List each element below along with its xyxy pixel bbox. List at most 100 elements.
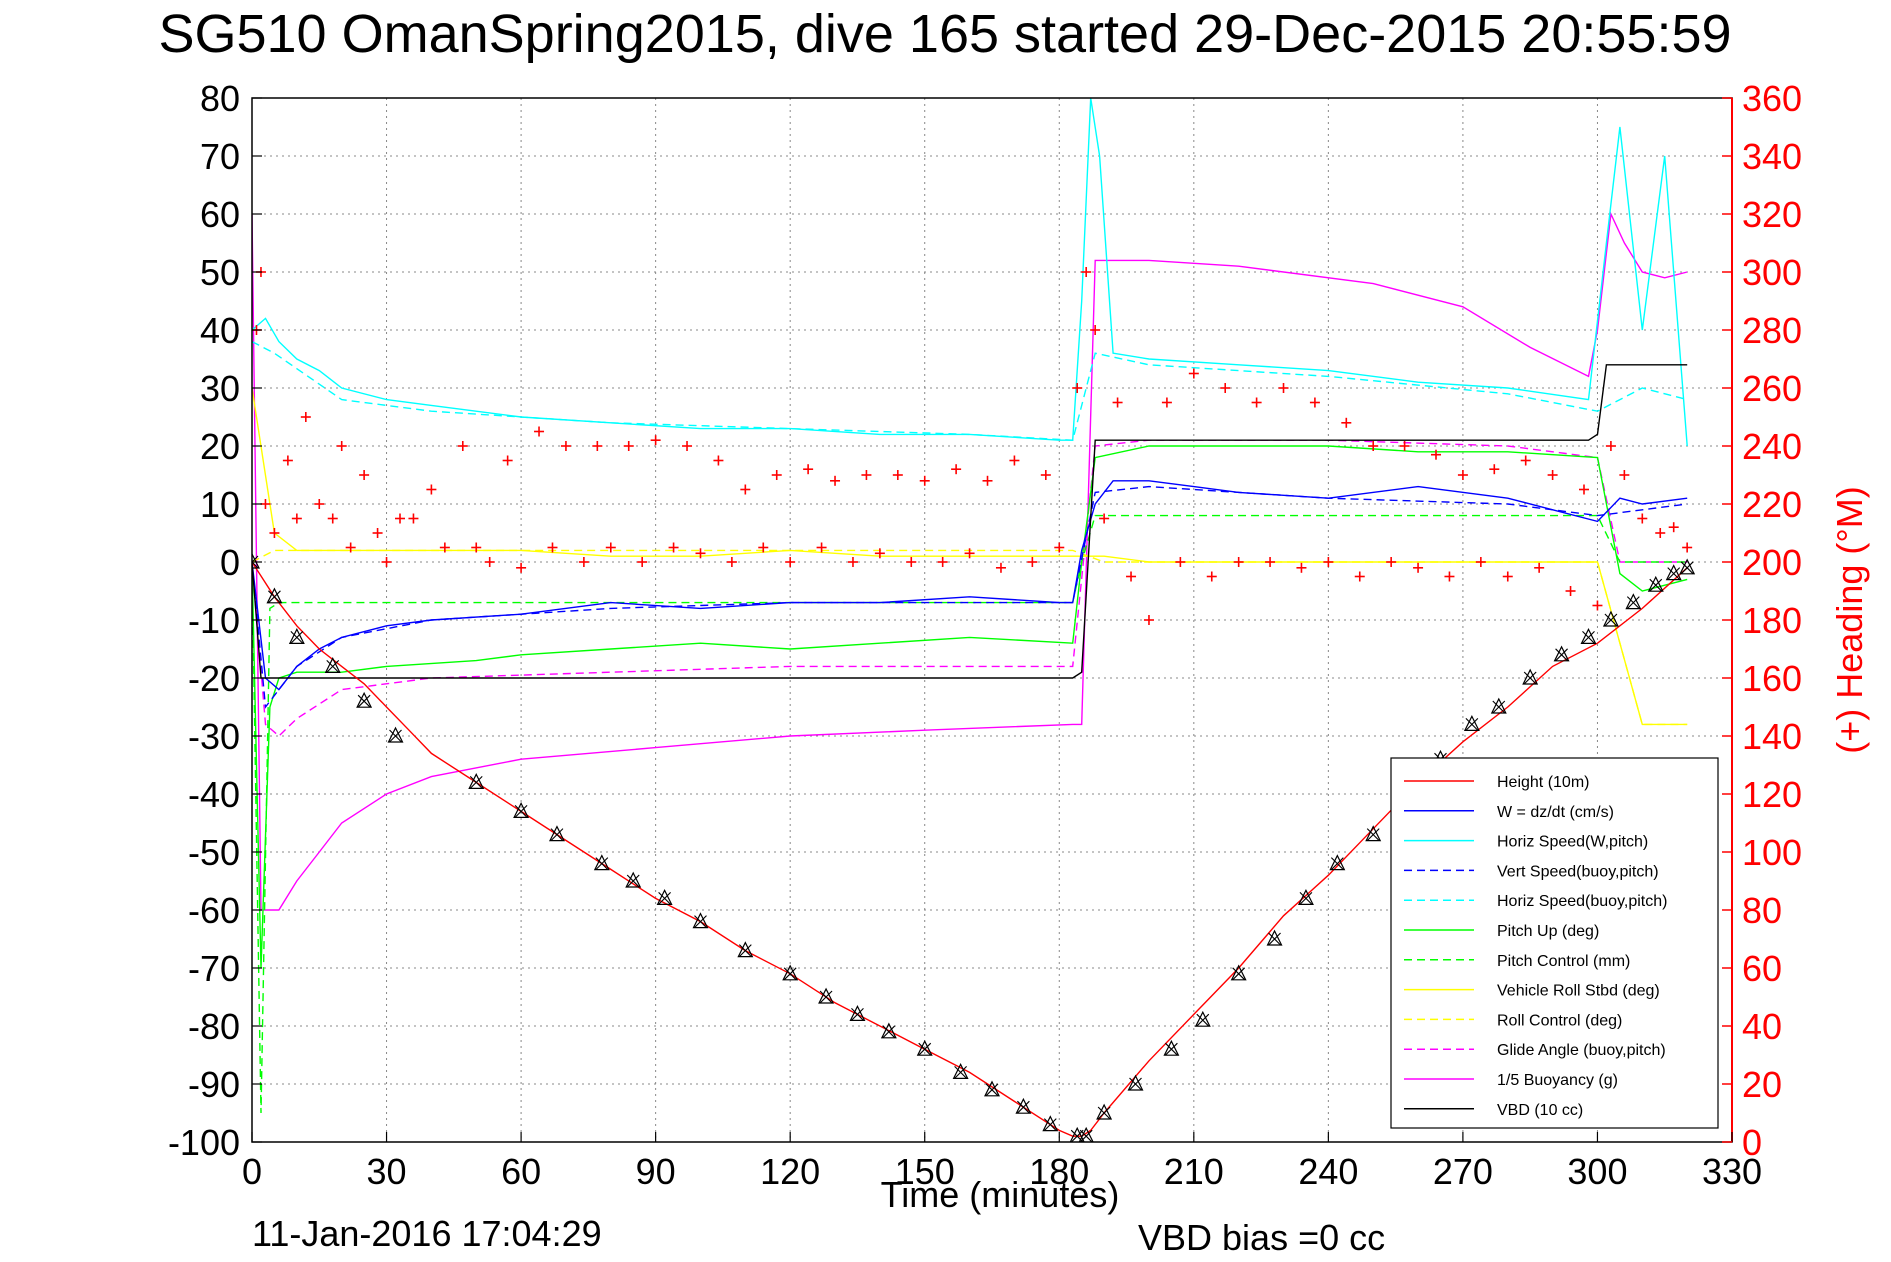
heading-marker [713,455,724,466]
heading-marker [1090,325,1101,335]
y2-tick-label: 40 [1742,1006,1782,1047]
legend-label: Pitch Control (mm) [1497,953,1630,970]
heading-marker [1368,441,1379,451]
heading-marker [682,441,693,451]
heading-marker [785,557,796,567]
heading-marker [637,557,648,567]
heading-marker [578,557,589,567]
heading-marker [408,513,419,524]
heading-marker [1206,571,1217,582]
y2-axis-ticks: 3603403203002802602402202001801601401201… [1722,78,1802,1163]
heading-marker [395,513,405,524]
y2-tick-label: 220 [1742,484,1802,525]
y-tick-label: -10 [188,600,240,641]
y-tick-label: 60 [200,194,240,235]
heading-marker [1637,513,1648,524]
y-tick-label: 80 [200,78,240,119]
legend-entry: Pitch Up (deg) [1404,923,1599,940]
legend-label: Horiz Speed(buoy,pitch) [1497,893,1667,910]
height-marker [1163,1039,1180,1056]
heading-marker [1386,557,1397,567]
x-tick-label: 30 [367,1151,407,1192]
y2-tick-label: 0 [1742,1122,1762,1163]
footer-vbd-bias: VBD bias =0 cc [1138,1217,1385,1258]
height-marker [468,773,485,790]
height-marker [1365,825,1382,842]
heading-marker [668,542,679,553]
heading-marker [1188,368,1199,379]
heading-marker [919,475,930,486]
heading-marker [1668,522,1679,533]
heading-marker [1054,542,1065,553]
heading-marker [291,513,302,524]
heading-marker [484,557,495,567]
y2-tick-label: 360 [1742,78,1802,119]
y-axis-ticks: 80 70 60 50 40 30 20 10 0 -10 -20 -30 -40 -50 -60 -70 -8… [168,78,262,1163]
y-tick-label: -50 [188,832,240,873]
x-tick-label: 120 [760,1151,820,1192]
heading-marker [771,470,782,480]
height-marker [1230,964,1247,981]
heading-marker [1475,557,1486,567]
heading-marker [502,455,513,466]
heading-marker [1431,449,1441,460]
legend-label: Roll Control (deg) [1497,1012,1622,1029]
heading-marker [260,499,271,509]
height-marker [1463,715,1480,732]
heading-marker [1161,397,1172,408]
height-marker [1329,854,1346,871]
height-marker [656,889,673,906]
y2-tick-label: 160 [1742,658,1802,699]
y-tick-label: -100 [168,1122,240,1163]
heading-marker [516,562,527,573]
series-line-6 [252,514,1688,1114]
legend-label: Glide Angle (buoy,pitch) [1497,1042,1666,1059]
heading-marker [1354,571,1365,582]
heading-marker [547,542,558,553]
y2-tick-label: 120 [1742,774,1802,815]
height-marker [356,691,373,708]
heading-marker [650,435,661,446]
heading-marker [1126,571,1137,582]
heading-marker [758,542,769,553]
legend-entry: 1/5 Buoyancy (g) [1404,1072,1618,1089]
heading-marker [592,441,603,451]
y2-tick-label: 60 [1742,948,1782,989]
heading-marker [336,441,347,451]
y-tick-label: 30 [200,368,240,409]
heading-marker [605,542,616,553]
heading-marker [816,542,827,553]
height-marker [984,1080,1000,1097]
height-marker [1015,1097,1032,1114]
heading-marker [471,542,482,553]
heading-marker [1399,441,1410,451]
y-tick-label: -20 [188,658,240,699]
y-tick-label: 20 [200,426,240,467]
series-line-5 [252,445,1688,969]
height-marker [952,1063,969,1080]
heading-marker [282,455,293,466]
y-tick-label: 70 [200,136,240,177]
legend-label: VBD (10 cc) [1497,1102,1583,1119]
height-marker [692,912,709,929]
heading-marker [534,426,545,437]
legend-label: Vert Speed(buoy,pitch) [1497,863,1659,880]
heading-marker [345,542,356,553]
heading-marker [1175,557,1186,567]
y-tick-label: 0 [220,542,240,583]
heading-marker [847,557,858,567]
y2-tick-label: 260 [1742,368,1802,409]
height-marker [1096,1103,1113,1120]
legend-entry: Glide Angle (buoy,pitch) [1404,1042,1666,1059]
heading-marker [1413,562,1424,573]
heading-marker [874,548,885,559]
x-tick-label: 60 [501,1151,541,1192]
y-tick-label: -90 [188,1064,240,1105]
heading-marker [1655,528,1666,538]
heading-marker [327,513,338,524]
legend-entry: Height (10m) [1404,774,1589,791]
heading-marker [995,562,1006,573]
series-line-9 [252,439,1688,737]
heading-marker [1619,470,1630,480]
legend-entry: Pitch Control (mm) [1404,953,1630,970]
